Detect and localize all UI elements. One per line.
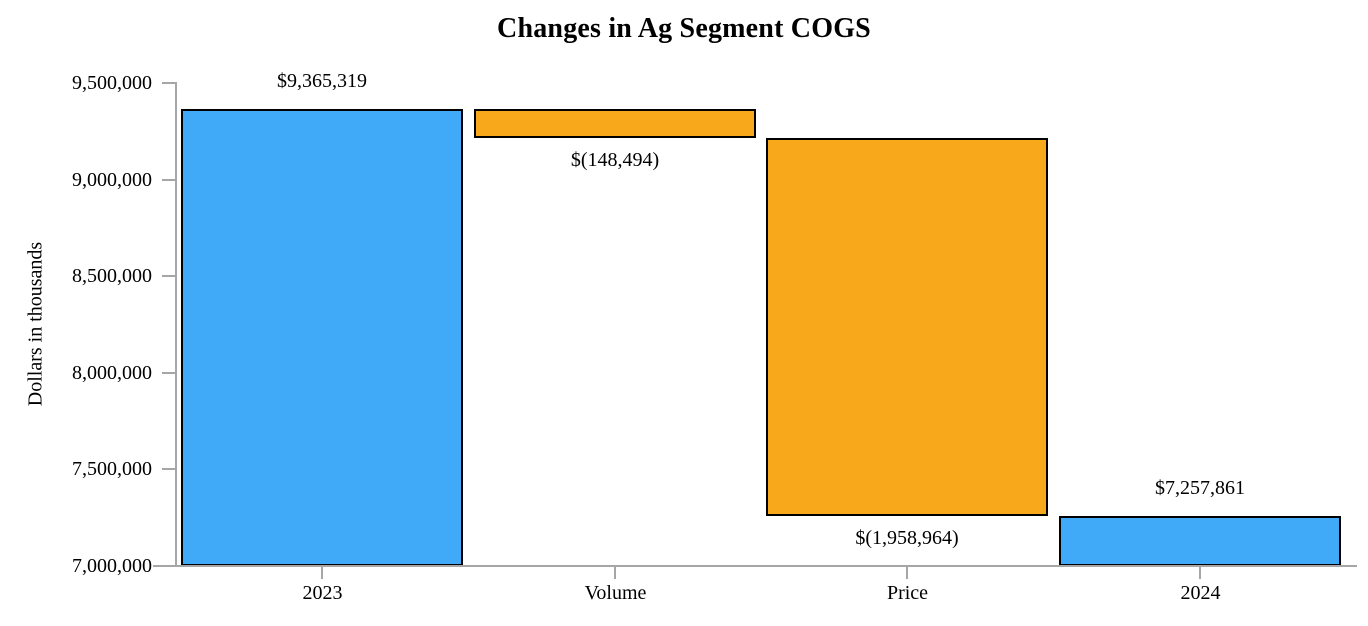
y-tick xyxy=(162,468,175,470)
y-tick-label: 8,000,000 xyxy=(72,362,152,384)
bar-price xyxy=(766,138,1048,516)
y-tick-label: 7,500,000 xyxy=(72,458,152,480)
x-tick xyxy=(906,567,908,579)
x-tick xyxy=(614,567,616,579)
x-tick xyxy=(321,567,323,579)
y-tick-label: 8,500,000 xyxy=(72,265,152,287)
y-tick xyxy=(162,565,175,567)
x-category-label-price: Price xyxy=(886,582,929,604)
bar-volume xyxy=(474,109,756,138)
y-tick-label: 9,500,000 xyxy=(72,72,152,94)
bar-value-label-price: $(1,958,964) xyxy=(855,527,959,549)
bar-value-label-volume: $(148,494) xyxy=(570,149,660,171)
y-tick xyxy=(162,275,175,277)
x-category-label-2024: 2024 xyxy=(1180,582,1221,604)
bar-value-label-2024: $7,257,861 xyxy=(1155,477,1245,499)
y-tick xyxy=(162,179,175,181)
chart-title: Changes in Ag Segment COGS xyxy=(497,13,871,44)
y-tick-label: 9,000,000 xyxy=(72,169,152,191)
x-axis-line xyxy=(153,565,1357,567)
y-tick-label: 7,000,000 xyxy=(72,555,152,577)
x-category-label-2023: 2023 xyxy=(302,582,343,604)
bar-2024 xyxy=(1059,516,1341,566)
y-axis-line xyxy=(175,82,177,567)
y-tick xyxy=(162,82,175,84)
x-category-label-volume: Volume xyxy=(584,582,647,604)
x-tick xyxy=(1199,567,1201,579)
bar-value-label-2023: $9,365,319 xyxy=(277,70,367,92)
bar-2023 xyxy=(181,109,463,566)
y-tick xyxy=(162,372,175,374)
